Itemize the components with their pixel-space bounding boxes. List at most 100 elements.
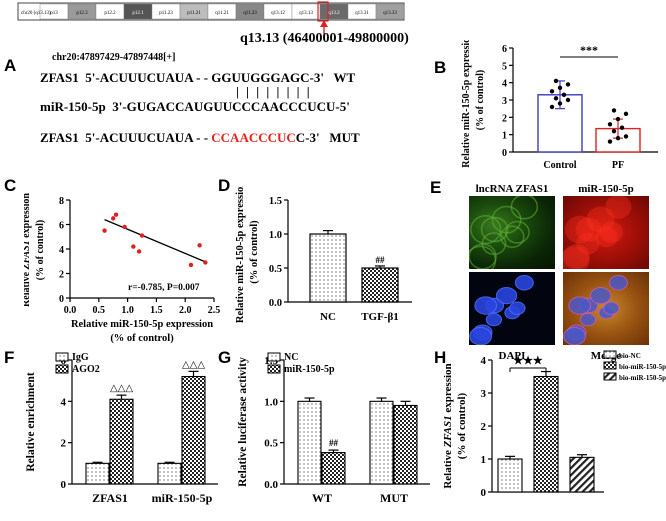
panel-letter-h: H [434, 348, 447, 367]
centromere [180, 4, 200, 19]
bar-igg [85, 462, 110, 485]
cell-body [599, 221, 624, 243]
data-point [139, 233, 145, 238]
chromosome-band-label: q13.2 [328, 11, 340, 16]
cell-outline [504, 220, 530, 244]
data-point [203, 260, 208, 265]
y-tick-label: 4 [502, 79, 507, 90]
bar-tgf-beta1 [361, 267, 399, 303]
cell-body [563, 246, 590, 269]
chromosome-band-label: q13.31 [355, 11, 369, 16]
y-axis-title: (% of control) [475, 70, 486, 130]
micrograph-label-zfas1: lncRNA ZFAS1 [475, 183, 549, 195]
legend-label: bio-miR-150-5p-MUT [619, 374, 666, 382]
bar-nc [309, 233, 347, 303]
cell-body [605, 196, 632, 219]
micrograph-merge [563, 272, 649, 345]
y-tick-label: 4 [61, 396, 67, 408]
cell-nucleus [495, 287, 518, 305]
x-tick-label: 0.5 [93, 305, 106, 316]
data-point [557, 85, 563, 91]
chart-f: 0246Relative enrichment△△△ZFAS1△△△miR-15… [25, 352, 218, 505]
cell-nucleus [563, 327, 586, 345]
chromosome-band-label: q11.21 [215, 11, 229, 16]
micrograph-dapi-blue [469, 272, 555, 345]
cell-outline [469, 245, 497, 269]
data-point [607, 122, 613, 127]
chromosome-name: chr20 (q13.13) [21, 11, 51, 16]
cell-nucleus [589, 287, 612, 305]
data-point [565, 82, 571, 87]
cell-outline [500, 225, 525, 248]
significance-label: ## [329, 438, 339, 448]
y-tick-label: 4 [59, 245, 64, 256]
y-tick-label: 1.0 [264, 396, 278, 408]
y-tick-label: 1.5 [269, 196, 282, 207]
data-point [136, 249, 142, 254]
x-tick-label: PF [612, 160, 624, 171]
y-axis-title: Relative luciferase activity [237, 357, 249, 487]
chromosome-band [375, 3, 405, 20]
data-point [131, 244, 136, 249]
x-tick-label: ZFAS1 [92, 491, 128, 505]
cell-outline [491, 205, 522, 234]
micrograph-zfas1-green [469, 196, 555, 269]
cell-nucleus [469, 327, 492, 345]
y-tick-label: 1 [481, 454, 487, 466]
data-point [113, 212, 119, 217]
zfas1-wt-sequence: ZFAS1 5'-ACUUUCUAUA - - GGUUGGGAGC-3' WT [40, 70, 356, 85]
y-tick-label: 6 [59, 221, 64, 232]
y-tick-label: 3 [502, 96, 507, 107]
chromosome-band-label: p13 [50, 11, 58, 16]
panel-letter-a: A [4, 56, 17, 75]
correlation-stats: r=-0.785, P=0.007 [128, 283, 200, 293]
y-tick-label: 0.0 [269, 298, 282, 309]
legend-swatch [603, 350, 617, 359]
data-point [615, 116, 621, 122]
x-tick-label: MUT [380, 491, 408, 505]
bar-bio-NC [497, 458, 523, 493]
y-tick-label: 0.0 [264, 479, 278, 491]
bar-bio-miR-150-5p-MUT [569, 456, 595, 493]
data-point [102, 228, 107, 233]
legend-label: miR-150-5p [284, 364, 335, 375]
cell-body [594, 226, 618, 248]
locus-label: q13.13 (46400001-49800000) [240, 31, 409, 46]
legend-label: NC [284, 352, 298, 363]
y-axis-title: Relative miR-150-5p expression [235, 186, 246, 323]
data-point [122, 224, 127, 230]
y-tick-label: 0 [59, 294, 64, 305]
y-tick-label: 0 [481, 487, 487, 499]
cell-nucleus [608, 275, 628, 291]
legend-label: bio-miR-150-5p-WT [619, 363, 666, 371]
y-tick-label: 6 [502, 44, 507, 55]
cell-body [575, 217, 602, 242]
chromosome-band-label: q13.12 [271, 11, 285, 16]
significance-label: ★★★ [513, 355, 543, 367]
data-point [553, 96, 559, 101]
panel-letter-c: C [4, 176, 17, 195]
chart-c: 0 2 4 6 8 0.0 0.5 1.0 1.5 2.0 2.5 Relative ZFAS1 ex… [24, 193, 220, 344]
data-point [615, 135, 621, 141]
x-tick-label: 1.5 [150, 305, 163, 316]
legend-swatch [55, 364, 69, 374]
cell-nucleus [485, 313, 503, 327]
data-point [611, 129, 617, 134]
chromosome-band-label: p11.23 [159, 11, 173, 16]
legend-swatch [267, 364, 281, 374]
base-pairing-lines: | | | | | | | | [236, 84, 312, 99]
genomic-coordinate: chr20:47897429-47897448[+] [52, 52, 176, 63]
y-axis-title: (% of control) [249, 220, 260, 284]
data-point [565, 97, 571, 103]
x-tick-label: 2.5 [208, 305, 220, 316]
bar-nc [297, 400, 322, 485]
y-axis-title: Relative ZFAS1 expression [24, 193, 32, 307]
y-axis-title: Relative ZFAS1 expression [444, 363, 454, 488]
y-tick-label: 2 [502, 113, 507, 124]
panel-letter-d: D [218, 176, 231, 195]
bar-bio-miR-150-5p-WT [533, 375, 559, 493]
data-point [111, 216, 116, 221]
cell-nucleus [579, 313, 597, 327]
x-axis-title: Relative miR-150-5p expression [71, 319, 213, 330]
cell-body [576, 233, 600, 255]
